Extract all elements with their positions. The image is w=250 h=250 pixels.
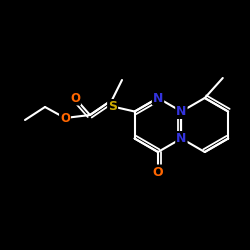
Text: N: N [176,105,186,118]
Text: N: N [153,92,163,104]
Text: O: O [70,92,80,104]
Text: S: S [108,100,117,113]
Text: O: O [60,112,70,124]
Text: O: O [153,166,163,178]
Text: N: N [176,132,186,145]
